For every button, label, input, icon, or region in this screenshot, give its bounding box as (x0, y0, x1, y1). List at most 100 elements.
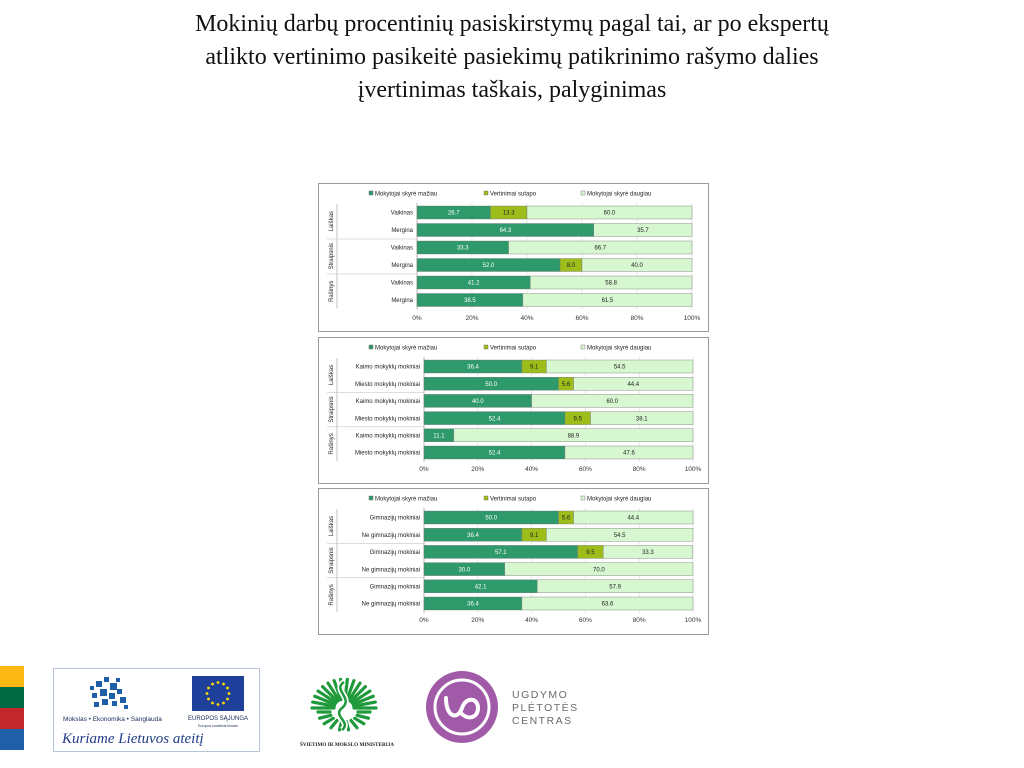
data-label: 57.1 (495, 550, 507, 556)
data-label: 60.0 (606, 399, 618, 405)
bar-segment (508, 240, 693, 255)
legend-swatch (368, 344, 374, 350)
data-label: 47.6 (623, 451, 635, 457)
eu-stars-icon (205, 681, 231, 706)
data-label: 9.5 (586, 550, 595, 556)
category-label: Vaikinas (391, 246, 413, 252)
x-tick-label: 80% (633, 617, 646, 624)
eu-star (222, 701, 225, 705)
data-label: 9.1 (530, 533, 539, 539)
ministry-ray (351, 694, 375, 706)
data-label: 50.0 (485, 382, 497, 388)
group-label: Rašinys (329, 433, 335, 454)
bar-segment (521, 596, 694, 611)
legend-swatch (483, 190, 489, 196)
x-tick-label: 0% (419, 466, 429, 473)
ministry-ray (347, 681, 362, 702)
esf-logo-graphic: Mokslas • Ekonomika • Sanglauda EUROPOS … (61, 676, 248, 747)
ministry-ray (317, 713, 333, 720)
eu-star (227, 692, 231, 695)
data-label: 54.5 (614, 533, 626, 539)
category-label: Kaimo mokyklų mokiniai (356, 434, 420, 440)
ministry-ray (313, 694, 337, 706)
data-label: 66.7 (594, 246, 606, 252)
esf-slogan: Kuriame Lietuvos ateitį (61, 731, 204, 747)
x-tick-label: 100% (685, 617, 702, 624)
x-tick-label: 40% (525, 466, 538, 473)
x-tick-label: 0% (419, 617, 429, 624)
data-label: 58.8 (605, 281, 617, 287)
ministry-ray (326, 681, 341, 702)
data-label: 35.7 (637, 228, 649, 234)
ministry-emblem: ŠVIETIMO IR MOKSLO MINISTERIJA (300, 677, 394, 748)
upc-monogram-icon (444, 696, 481, 720)
eu-star (207, 686, 210, 690)
esf-logo: Mokslas • Ekonomika • Sanglauda EUROPOS … (53, 668, 260, 752)
ministry-ray (332, 679, 343, 702)
data-label: 11.1 (433, 434, 445, 440)
ministry-ray (320, 684, 339, 703)
eu-star (211, 682, 214, 686)
category-label: Ne gimnazijų mokiniai (362, 567, 420, 573)
ministry-ray (355, 713, 371, 720)
category-label: Gimnazijų mokiniai (370, 516, 420, 522)
eu-star (216, 703, 220, 706)
data-label: 40.0 (472, 399, 484, 405)
legend-label: Mokytojai skyrė mažiau (375, 346, 437, 352)
flag-stripe-yellow (0, 666, 24, 687)
flag-stripe-red (0, 708, 24, 729)
legend-label: Vertinimai sutapo (490, 497, 537, 503)
data-label: 88.9 (568, 434, 580, 440)
legend-swatch (580, 344, 586, 350)
category-label: Kaimo mokyklų mokiniai (356, 365, 420, 371)
category-label: Gimnazijų mokiniai (370, 550, 420, 556)
legend-swatch (580, 190, 586, 196)
legend-swatch (483, 344, 489, 350)
upc-line-3: CENTRAS (512, 715, 573, 727)
page-title: Mokinių darbų procentinių pasiskirstymų … (40, 8, 984, 107)
data-label: 38.5 (464, 298, 476, 304)
legend-swatch (368, 495, 374, 501)
stacked-bar-chart-gender: Mokytojai skyrė mažiau Vertinimai sutapo M… (327, 190, 701, 322)
bar-segment (564, 445, 694, 460)
legend-swatch (368, 190, 374, 196)
eu-star (205, 692, 209, 695)
data-label: 36.4 (467, 365, 479, 371)
upc-line-2: PLĖTOTĖS (512, 701, 579, 714)
eu-star (216, 681, 220, 684)
category-label: Mergina (391, 263, 413, 269)
data-label: 50.0 (485, 516, 497, 522)
data-label: 52.4 (489, 416, 501, 422)
legend-swatch (580, 495, 586, 501)
data-label: 40.0 (631, 263, 643, 269)
eu-star (226, 697, 229, 701)
mosaic-icon (90, 677, 128, 709)
esf-left-caption: Mokslas • Ekonomika • Sanglauda (63, 716, 162, 723)
data-label: 9.5 (574, 416, 583, 422)
upc-logo: UGDYMO PLĖTOTĖS CENTRAS (422, 668, 582, 750)
data-label: 36.4 (467, 533, 479, 539)
data-label: 44.4 (627, 516, 639, 522)
esf-right-subcaption: Europos socialinis fondas (198, 724, 238, 728)
x-tick-label: 60% (579, 466, 592, 473)
title-line-2: atlikto vertinimo pasikeitė pasiekimų pa… (205, 44, 819, 70)
group-label: Laiškas (329, 516, 335, 536)
data-label: 33.3 (457, 246, 469, 252)
data-label: 64.3 (500, 228, 512, 234)
upc-logo-graphic: UGDYMO PLĖTOTĖS CENTRAS (426, 671, 579, 743)
eu-star (207, 697, 210, 701)
x-tick-label: 80% (630, 315, 643, 322)
x-tick-label: 20% (465, 315, 478, 322)
data-label: 54.5 (614, 365, 626, 371)
x-tick-label: 20% (471, 466, 484, 473)
group-label: Rašinys (329, 584, 335, 605)
chart-panel-school-type: Mokytojai skyrė mažiau Vertinimai sutapo M… (318, 488, 709, 635)
x-tick-label: 100% (684, 315, 701, 322)
data-label: 38.1 (636, 416, 648, 422)
group-label: Rašinys (329, 281, 335, 302)
x-tick-label: 0% (412, 315, 422, 322)
bar-segment (573, 510, 694, 525)
data-label: 57.9 (609, 585, 621, 591)
legend-label: Vertinimai sutapo (490, 192, 537, 198)
bar-segment (522, 293, 693, 307)
